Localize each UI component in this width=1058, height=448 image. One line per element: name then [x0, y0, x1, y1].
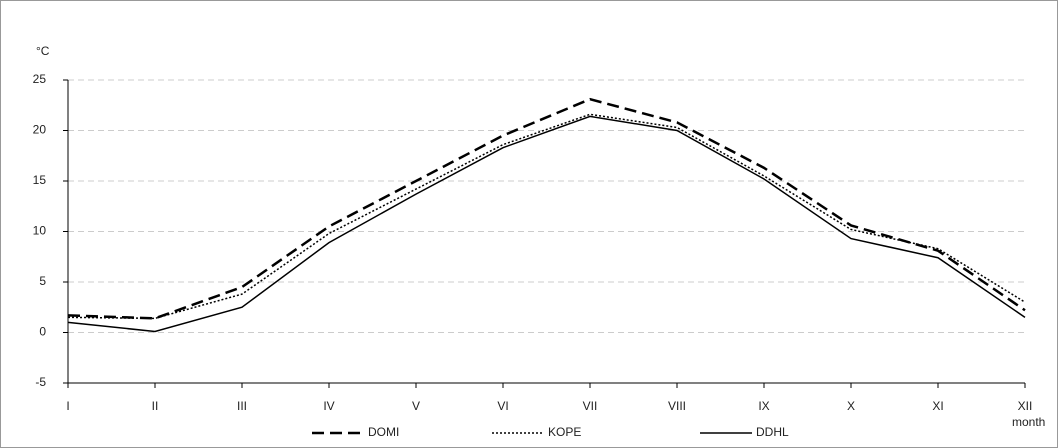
y-tick-label: 20 [33, 123, 47, 137]
y-tick-label: 15 [33, 173, 47, 187]
series-line [67, 115, 1026, 333]
x-tick-label: X [847, 399, 855, 413]
x-tick-label: IV [323, 399, 334, 413]
x-tick-label: XI [932, 399, 943, 413]
legend-label: KOPE [548, 425, 581, 439]
legend-label: DOMI [368, 425, 399, 439]
x-tick-label: II [152, 399, 159, 413]
y-axis-label: °C [36, 44, 50, 58]
series-line [67, 113, 1026, 320]
y-tick-label: -5 [35, 375, 46, 389]
x-tick-label: I [66, 399, 69, 413]
y-tick-label: 0 [39, 325, 46, 339]
x-tick-label: XII [1018, 399, 1033, 413]
y-tick-label: 25 [33, 72, 47, 86]
y-tick-label: 5 [39, 274, 46, 288]
x-tick-label: V [412, 399, 420, 413]
x-axis-label: month [1012, 415, 1045, 429]
x-tick-label: IX [758, 399, 769, 413]
y-tick-label: 10 [33, 224, 47, 238]
x-tick-label: III [237, 399, 247, 413]
x-tick-label: VII [583, 399, 598, 413]
x-tick-label: VIII [668, 399, 686, 413]
x-tick-label: VI [497, 399, 508, 413]
legend-label: DDHL [756, 425, 789, 439]
series-line [67, 97, 1026, 320]
